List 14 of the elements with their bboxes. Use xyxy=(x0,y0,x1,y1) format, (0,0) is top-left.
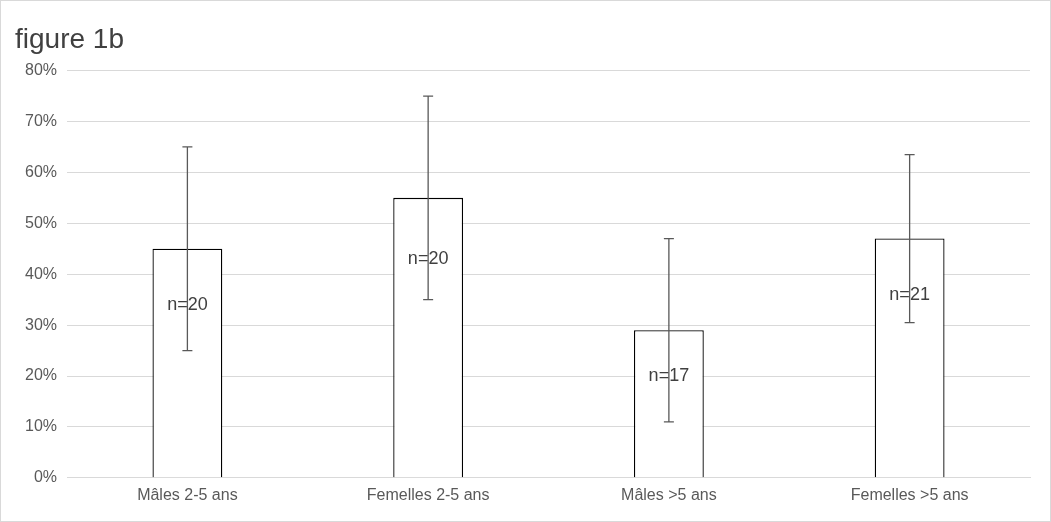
y-tick-label: 40% xyxy=(24,264,58,282)
y-tick-label: 80% xyxy=(24,61,58,79)
y-tick-label: 50% xyxy=(24,213,58,231)
x-tick-label: Mâles 2-5 ans xyxy=(137,485,238,503)
x-tick-label: Mâles >5 ans xyxy=(621,485,717,503)
x-tick-label: Femelles >5 ans xyxy=(850,485,969,503)
y-tick-label: 20% xyxy=(24,366,58,384)
y-tick-label: 10% xyxy=(24,417,58,435)
y-tick-label: 70% xyxy=(24,111,58,129)
y-tick-label: 60% xyxy=(24,162,58,180)
y-tick-label: 30% xyxy=(24,315,58,333)
chart-title: figure 1b xyxy=(15,22,124,54)
y-tick-label: 0% xyxy=(33,468,58,486)
x-tick-label: Femelles 2-5 ans xyxy=(366,485,490,503)
